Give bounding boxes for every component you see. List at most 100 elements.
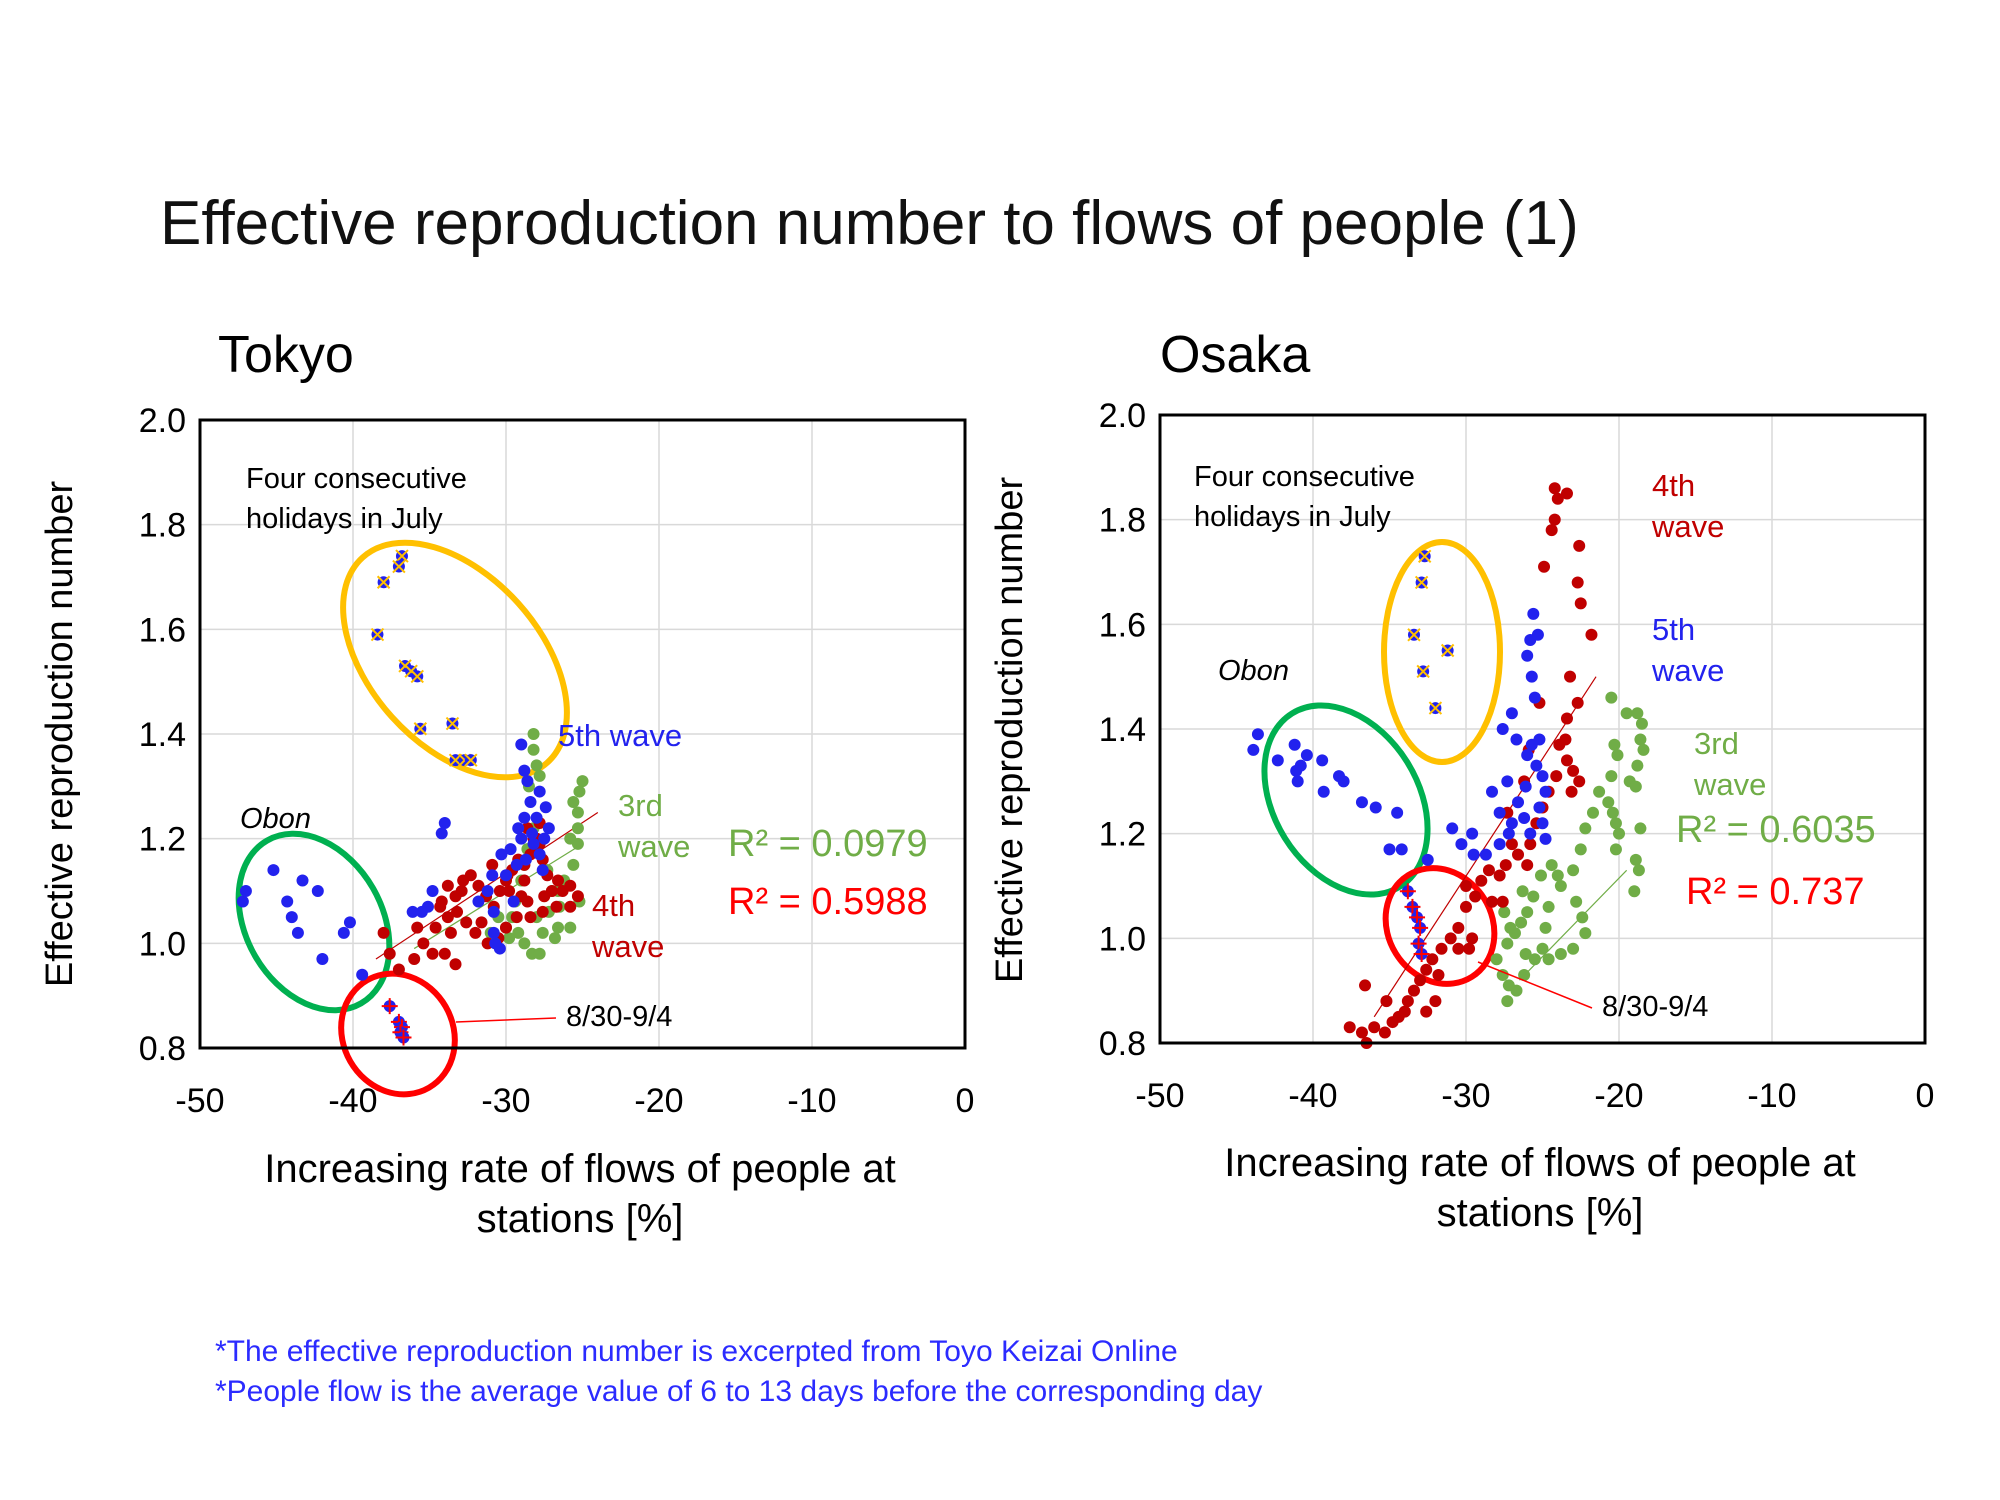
- tokyo-wave3-point: [548, 932, 561, 945]
- osaka-chart: -50 -40 -30 -20 -10 0 0.8 1.0 1.2 1.4 1.6 1.8 2.0 Osa…: [989, 326, 1934, 1235]
- osaka-wave4-point: [1560, 712, 1573, 725]
- osaka-wave4-point: [1378, 1026, 1391, 1039]
- tokyo-wave4-point: [475, 916, 488, 929]
- tokyo-wave4-point: [441, 911, 454, 924]
- tokyo-obon-point: [281, 895, 294, 908]
- tokyo-wave4-point: [444, 926, 457, 939]
- tokyo-y-tick-label: 1.4: [139, 716, 186, 754]
- osaka-wave4-point: [1567, 764, 1580, 777]
- osaka-wave3-point: [1609, 843, 1622, 856]
- osaka-wave4-point: [1407, 984, 1420, 997]
- osaka-y-tick-label: 1.2: [1099, 816, 1146, 854]
- tokyo-wave3-point: [573, 785, 586, 798]
- osaka-wave3-point: [1496, 968, 1509, 981]
- osaka-holiday-point-marker: [1417, 549, 1432, 564]
- tokyo-obon-point: [356, 968, 369, 981]
- osaka-wave3-point: [1593, 785, 1606, 798]
- osaka-obon-annotation: Obon: [1218, 655, 1289, 687]
- tokyo-wave5-label: 5th wave: [558, 718, 682, 753]
- tokyo-wave5-point: [533, 785, 546, 798]
- osaka-obon-point: [1369, 801, 1382, 814]
- osaka-wave5-point: [1505, 707, 1518, 720]
- osaka-wave4-point: [1560, 754, 1573, 767]
- tokyo-wave5-point: [527, 837, 540, 850]
- osaka-y-tick-label: 1.4: [1099, 711, 1146, 749]
- osaka-obon-point: [1300, 749, 1313, 762]
- tokyo-wave4-point: [571, 890, 584, 903]
- osaka-wave5-point: [1521, 649, 1534, 662]
- osaka-wave4-point: [1585, 628, 1598, 641]
- osaka-wave5-point: [1486, 785, 1499, 798]
- osaka-wave5-point: [1502, 827, 1515, 840]
- osaka-wave5-point: [1466, 827, 1479, 840]
- tokyo-obon-point: [285, 911, 298, 924]
- osaka-wave3-point: [1519, 948, 1532, 961]
- tokyo-recent-leader-line: [455, 1017, 557, 1023]
- tokyo-recent-ring: [338, 970, 458, 1098]
- tokyo-wave5-point: [542, 822, 555, 835]
- tokyo-wave5-point: [438, 816, 451, 829]
- tokyo-wave5-point: [426, 885, 439, 897]
- osaka-wave3-point: [1521, 906, 1534, 919]
- tokyo-obon-point: [291, 926, 304, 939]
- osaka-wave5-point: [1525, 670, 1538, 683]
- osaka-wave4-point: [1380, 995, 1393, 1008]
- osaka-wave3-point: [1602, 796, 1615, 809]
- tokyo-wave5-point: [504, 843, 517, 856]
- tokyo-x-tick-label: -20: [634, 1082, 683, 1120]
- tokyo-wave5-point: [518, 811, 531, 824]
- tokyo-wave5-point: [530, 811, 543, 824]
- tokyo-wave4-point: [564, 900, 577, 913]
- tokyo-obon-annotation: Obon: [240, 803, 311, 835]
- osaka-wave3-point: [1576, 911, 1589, 924]
- tokyo-wave4-point: [536, 905, 549, 918]
- tokyo-wave4-point: [417, 937, 430, 950]
- tokyo-wave4-point: [455, 885, 468, 897]
- osaka-wave3-point: [1579, 927, 1592, 940]
- osaka-wave4-point: [1466, 932, 1479, 945]
- osaka-wave3-point: [1613, 827, 1625, 840]
- osaka-wave4-point: [1420, 1005, 1433, 1018]
- tokyo-x-tick-label: 0: [956, 1082, 975, 1120]
- osaka-wave3-point: [1628, 885, 1641, 898]
- tokyo-wave4-point: [441, 879, 454, 892]
- tokyo-y-tick-label: 1.6: [139, 611, 186, 649]
- osaka-wave5-point: [1501, 775, 1514, 788]
- osaka-wave3-point: [1629, 853, 1642, 866]
- tokyo-x-axis-label-line2: stations [%]: [477, 1197, 684, 1241]
- tokyo-holiday-annotation: Four consecutive holidays in July: [246, 463, 467, 535]
- tokyo-holiday-point-marker: [395, 549, 409, 563]
- tokyo-wave3-point: [576, 775, 589, 788]
- tokyo-wave5-point: [524, 796, 537, 809]
- tokyo-wave3-point: [564, 921, 577, 934]
- osaka-wave3-point: [1611, 749, 1624, 762]
- osaka-wave4-point: [1548, 482, 1561, 495]
- osaka-wave4-point: [1553, 738, 1566, 751]
- tokyo-wave5-point: [495, 848, 508, 861]
- osaka-holiday-annotation: Four consecutive holidays in July: [1194, 461, 1415, 533]
- osaka-wave5-point: [1510, 733, 1523, 746]
- osaka-wave4-r-squared: R² = 0.737: [1686, 871, 1865, 913]
- tokyo-y-tick-label: 1.2: [139, 821, 186, 859]
- tokyo-holiday-point-marker: [376, 575, 391, 589]
- osaka-wave4-point: [1452, 921, 1465, 934]
- osaka-wave4-point: [1571, 696, 1584, 709]
- osaka-obon-point: [1271, 754, 1284, 767]
- slide-title: Effective reproduction number to flows o…: [160, 189, 1579, 258]
- osaka-wave4-point: [1432, 968, 1445, 981]
- osaka-wave3-point: [1501, 995, 1514, 1008]
- tokyo-obon-point: [311, 885, 324, 897]
- osaka-wave4-point: [1538, 560, 1551, 573]
- osaka-recent-leader-line: [1477, 961, 1593, 1009]
- osaka-wave5-point: [1479, 848, 1492, 861]
- tokyo-y-tick-label: 2.0: [139, 402, 186, 440]
- osaka-wave4-point: [1571, 576, 1584, 589]
- osaka-x-axis-label-line2: stations [%]: [1437, 1191, 1644, 1235]
- osaka-wave5-point: [1521, 749, 1534, 762]
- tokyo-wave3-label: 3rd wave: [617, 788, 690, 864]
- osaka-wave5-point: [1518, 811, 1531, 824]
- osaka-obon-point: [1316, 754, 1329, 767]
- tokyo-wave4-point: [550, 900, 563, 913]
- osaka-wave3-point: [1579, 822, 1592, 835]
